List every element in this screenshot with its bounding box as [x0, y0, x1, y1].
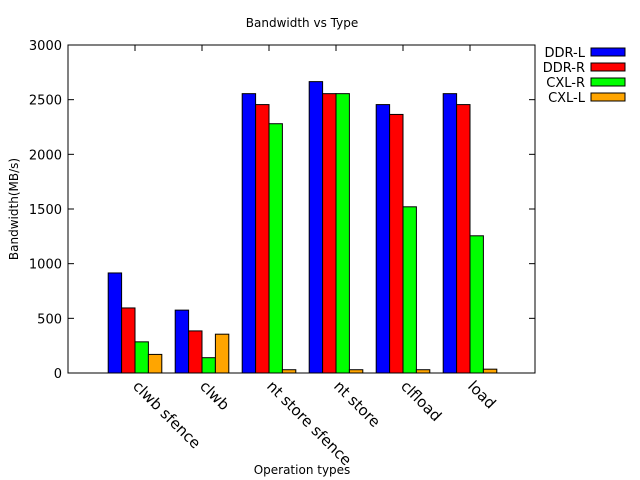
bar-cxl-r-load — [469, 235, 484, 374]
bar-cxl-r-nt-store — [335, 93, 350, 374]
x-category-label: clfload — [397, 377, 445, 425]
y-tick-label: 1000 — [29, 258, 62, 273]
y-tick-label: 3000 — [29, 39, 62, 54]
bars-layer — [107, 81, 498, 374]
y-axis-ticks: 0 500 1000 1500 2000 2500 3000 — [29, 39, 535, 382]
bar-ddr-r-clfload — [389, 113, 404, 374]
bar-ddr-l-load — [442, 93, 458, 374]
bar-ddr-l-nt-store — [308, 81, 324, 374]
bar-cxl-r-clfload — [402, 206, 417, 374]
bar-cxl-l-clwb-sfence — [147, 353, 163, 374]
bar-ddr-l-clwb — [174, 309, 190, 374]
y-tick-label: 2000 — [29, 148, 62, 163]
bar-cxl-r-clwb — [201, 357, 216, 374]
x-category-label: clwb — [196, 377, 233, 414]
bar-ddr-l-clfload — [375, 104, 391, 374]
x-category-label: nt store — [330, 377, 384, 431]
legend-label: CXL-L — [548, 91, 586, 106]
y-tick-label: 0 — [54, 367, 62, 382]
legend-swatch — [590, 62, 626, 72]
bar-ddr-r-load — [456, 104, 471, 374]
chart-title: Bandwidth vs Type — [246, 16, 358, 30]
bar-ddr-r-clwb — [188, 330, 203, 374]
bar-cxl-r-nt-store-sfence — [268, 123, 283, 374]
bar-cxl-l-load — [482, 368, 498, 374]
y-tick-label: 1500 — [29, 203, 62, 218]
plot-frame — [67, 44, 536, 374]
bar-ddr-r-clwb-sfence — [121, 307, 136, 374]
x-category-label: clwb sfence — [129, 377, 204, 452]
bar-cxl-l-clwb — [214, 333, 230, 374]
legend-swatch — [590, 47, 626, 57]
bar-ddr-l-nt-store-sfence — [241, 93, 257, 374]
bar-cxl-r-clwb-sfence — [134, 341, 149, 374]
legend-label: DDR-R — [543, 61, 585, 76]
y-tick-label: 2500 — [29, 94, 62, 109]
bar-ddr-l-clwb-sfence — [107, 272, 123, 374]
y-tick-label: 500 — [37, 312, 62, 327]
legend-swatch — [590, 92, 626, 102]
legend-swatch — [590, 77, 626, 87]
legend-label: DDR-L — [545, 46, 586, 61]
x-axis-label: Operation types — [254, 463, 351, 477]
legend-label: CXL-R — [546, 76, 585, 91]
y-axis-label: Bandwidth(MB/s) — [7, 158, 21, 260]
x-category-label: load — [464, 377, 499, 412]
bar-ddr-r-nt-store — [322, 93, 337, 374]
bar-ddr-r-nt-store-sfence — [255, 104, 270, 374]
